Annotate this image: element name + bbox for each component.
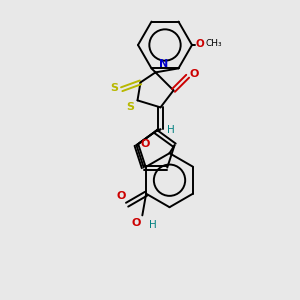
- Text: H: H: [167, 125, 175, 135]
- Text: H: H: [149, 220, 157, 230]
- Text: O: O: [190, 69, 199, 79]
- Text: O: O: [196, 39, 205, 49]
- Text: O: O: [132, 218, 141, 228]
- Text: S: S: [127, 102, 134, 112]
- Text: N: N: [158, 59, 168, 69]
- Text: CH₃: CH₃: [205, 40, 222, 49]
- Text: O: O: [140, 139, 150, 149]
- Text: S: S: [111, 83, 119, 93]
- Text: O: O: [117, 191, 126, 201]
